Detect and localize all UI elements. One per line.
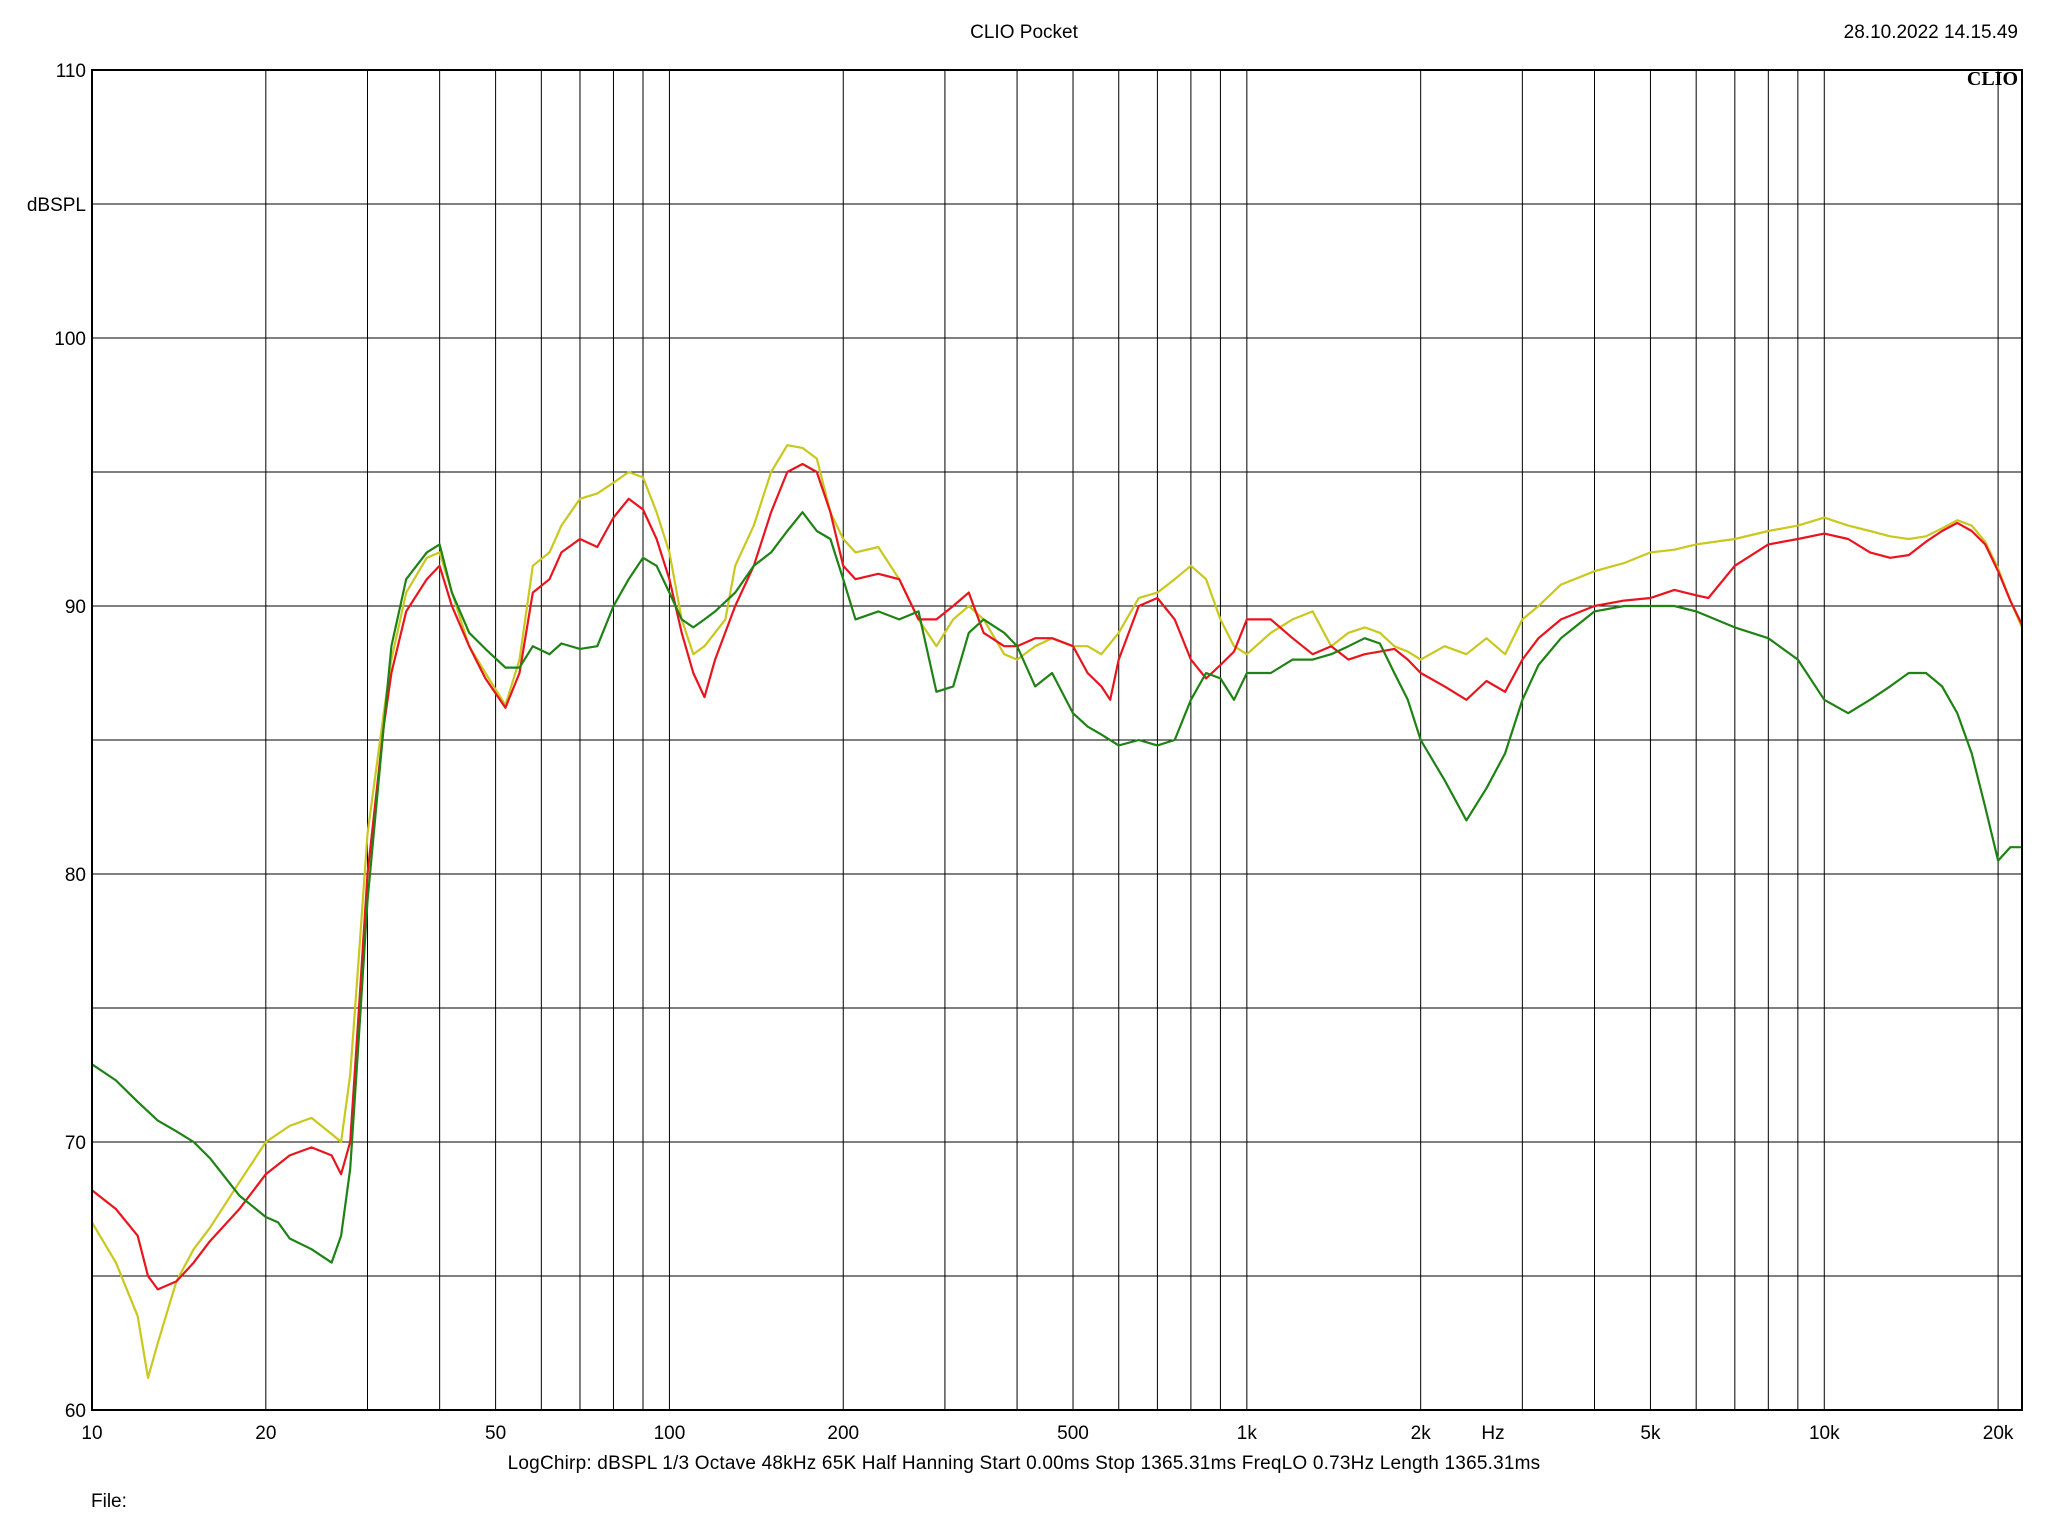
file-label: File: bbox=[91, 1491, 127, 1512]
x-tick-label: 1k bbox=[1237, 1423, 1258, 1444]
x-tick-label: 2k bbox=[1411, 1423, 1432, 1444]
x-tick-label: 500 bbox=[1057, 1423, 1089, 1444]
x-tick-label: 100 bbox=[654, 1423, 686, 1444]
y-tick-label: 100 bbox=[54, 329, 86, 350]
x-tick-label: 200 bbox=[827, 1423, 859, 1444]
series-group bbox=[91, 444, 2024, 1379]
series-line-2 bbox=[91, 462, 2023, 1291]
y-tick-label: 60 bbox=[65, 1401, 86, 1422]
measurement-parameters: LogChirp: dBSPL 1/3 Octave 48kHz 65K Hal… bbox=[507, 1453, 1541, 1474]
x-tick-label: 10 bbox=[81, 1423, 102, 1444]
y-tick-label: 80 bbox=[65, 865, 86, 886]
y-tick-label: 110 bbox=[56, 61, 86, 82]
series-line-3 bbox=[91, 511, 2022, 1264]
x-axis-label: Hz bbox=[1481, 1423, 1504, 1444]
tick-labels: 10 20 50 100 200 500 1k 2k 5k 10k 20k 60 70 80 90 100 11… bbox=[54, 61, 2014, 1444]
y-tick-label: 90 bbox=[65, 597, 86, 618]
x-tick-label: 5k bbox=[1640, 1423, 1661, 1444]
y-axis-label: dBSPL bbox=[27, 195, 86, 216]
y-tick-label: 70 bbox=[65, 1133, 86, 1154]
series-line-1 bbox=[91, 444, 2024, 1379]
clio-logo: CLIO bbox=[1967, 68, 2018, 90]
plot-frame bbox=[91, 69, 2023, 1411]
chart-title: CLIO Pocket bbox=[970, 22, 1078, 43]
x-tick-label: 20k bbox=[1983, 1423, 2014, 1444]
x-tick-label: 20 bbox=[255, 1423, 276, 1444]
x-tick-label: 50 bbox=[485, 1423, 506, 1444]
grid bbox=[92, 70, 2022, 1410]
x-tick-label: 10k bbox=[1809, 1423, 1840, 1444]
timestamp: 28.10.2022 14.15.49 bbox=[1843, 22, 2018, 43]
